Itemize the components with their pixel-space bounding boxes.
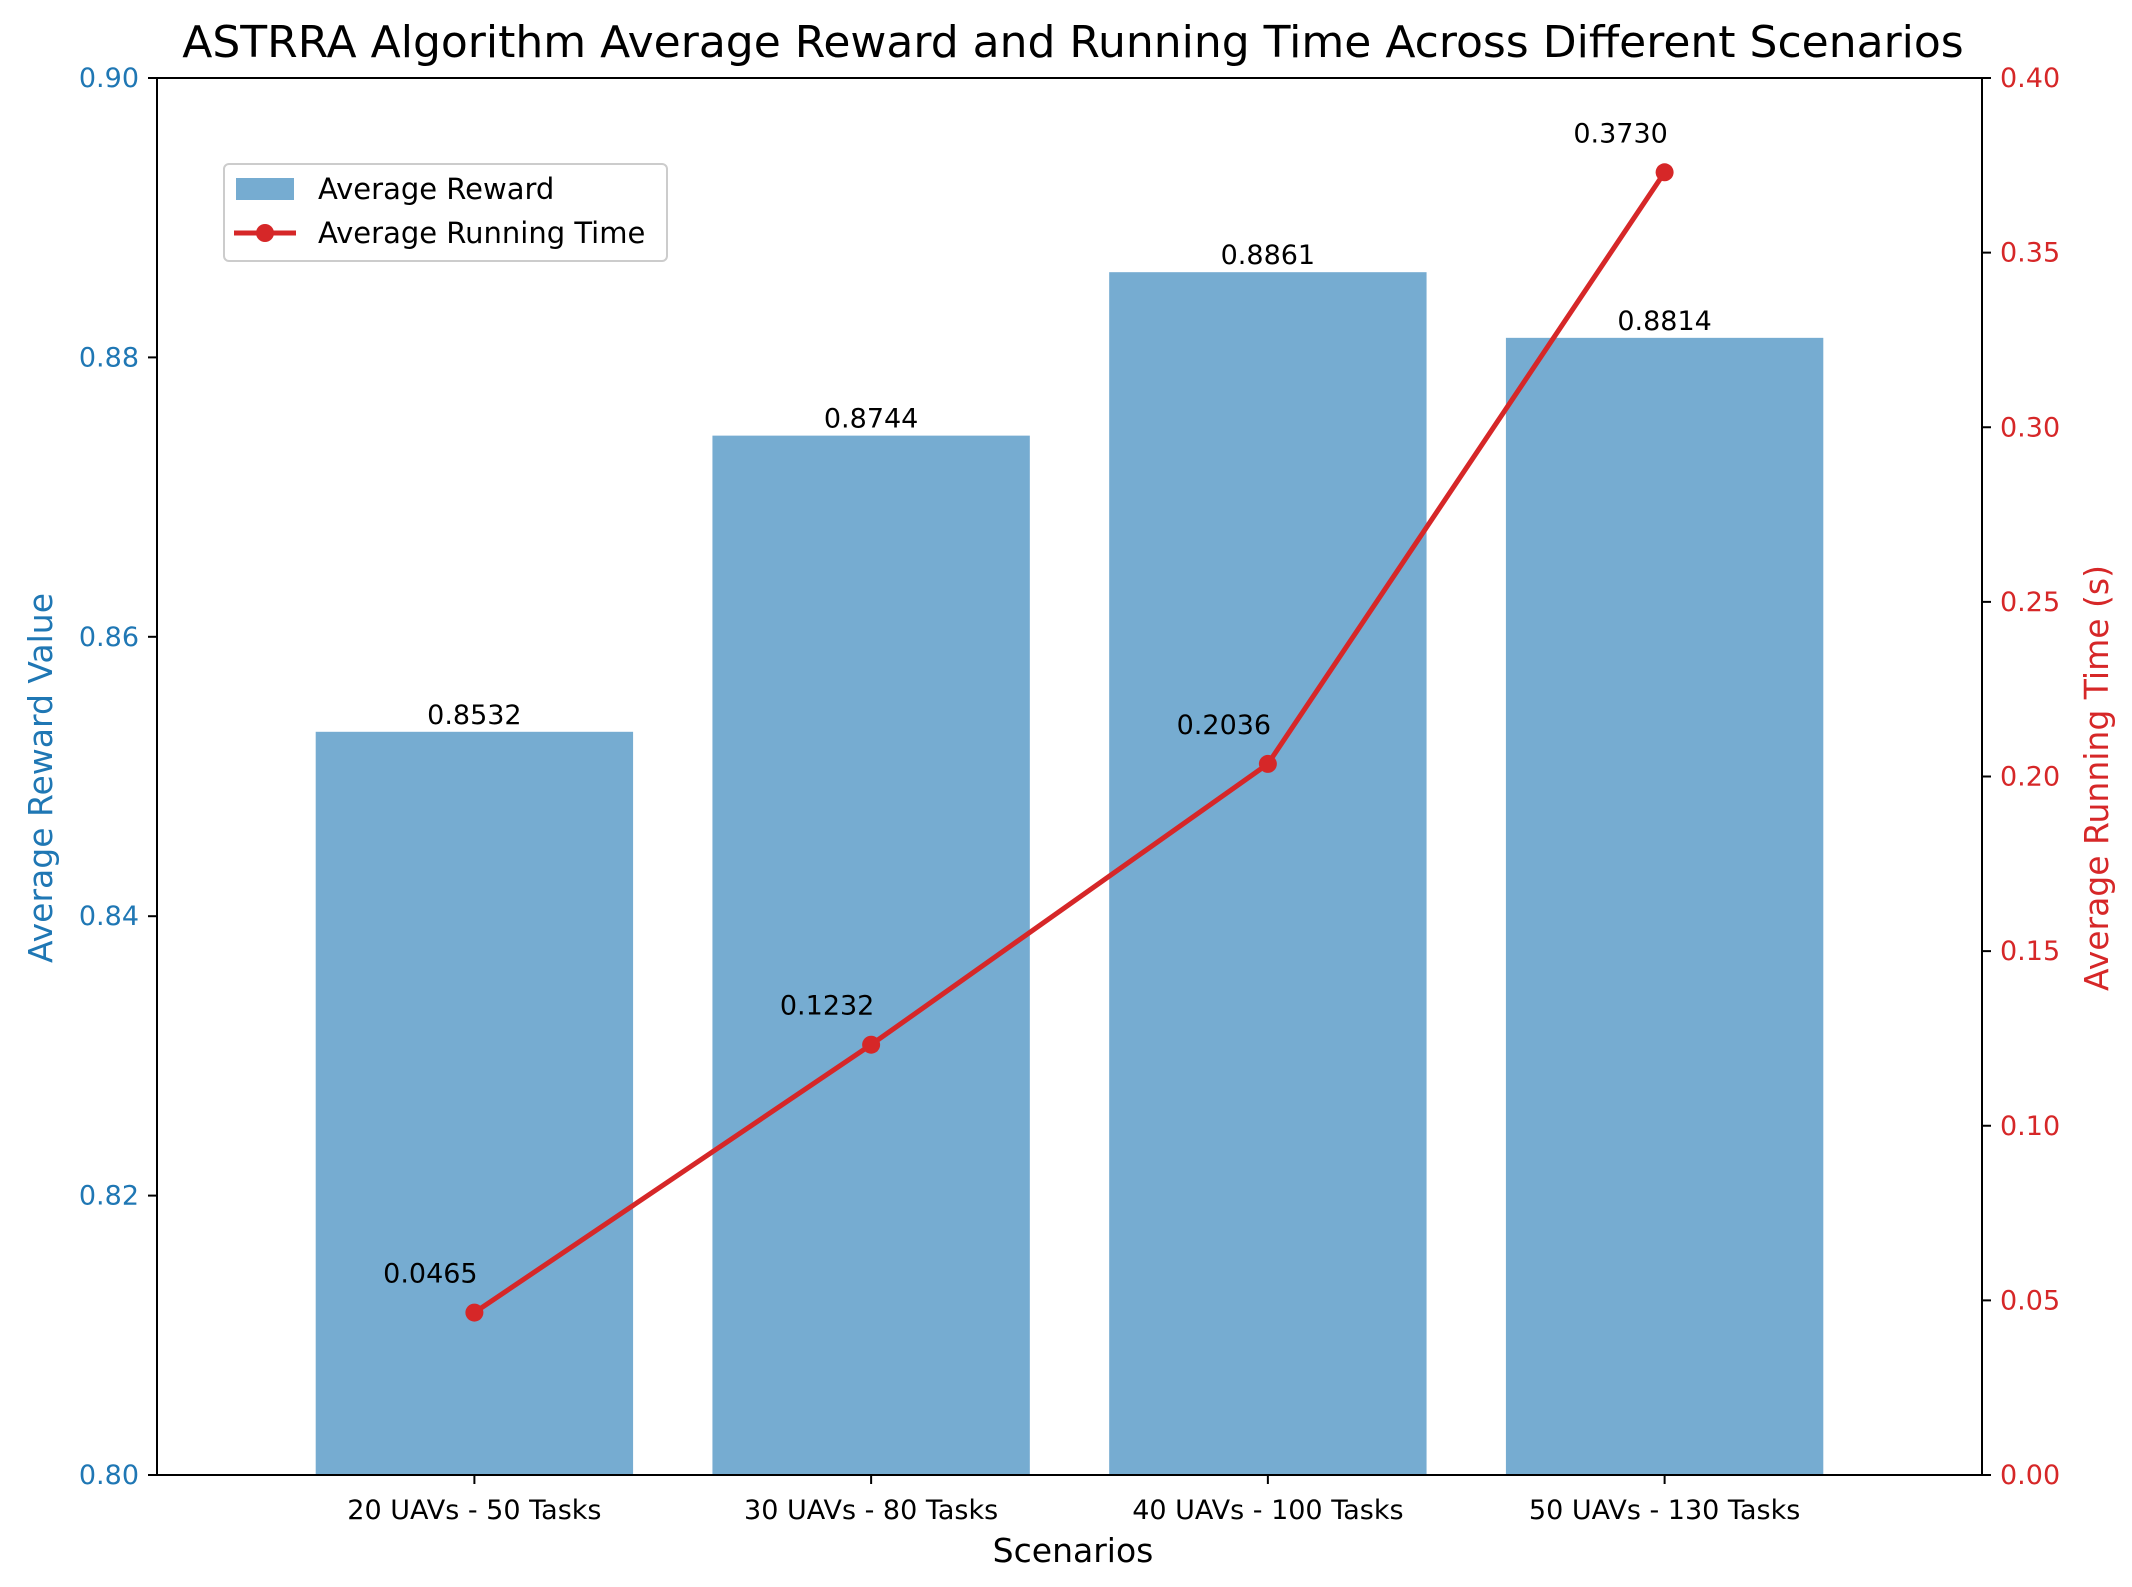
- legend-marker-average-running-time: [256, 224, 274, 242]
- legend-label-average-running-time: Average Running Time: [318, 216, 645, 250]
- bar-value-label-1: 0.8532: [427, 700, 521, 731]
- running-time-label-1: 0.0465: [383, 1259, 477, 1290]
- right-tick-label: 0.30: [2000, 412, 2060, 443]
- running-time-point-2: [862, 1035, 881, 1054]
- legend-frame: [223, 163, 668, 262]
- right-tick-label: 0.20: [2000, 762, 2060, 793]
- bar-value-labels: 0.8532 0.8744 0.8861 0.8814: [427, 240, 1712, 731]
- x-axis-ticks: 20 UAVs - 50 Tasks 30 UAVs - 80 Tasks 40 U…: [347, 1475, 1800, 1526]
- legend: Average Reward Average Running Time: [223, 163, 668, 262]
- right-tick-label: 0.15: [2000, 936, 2060, 967]
- right-axis-ticks: 0.00 0.05 0.10 0.15 0.20 0.25 0.30 0.35 0.40: [1982, 63, 2060, 1491]
- right-tick-label: 0.00: [2000, 1460, 2060, 1491]
- x-tick-label: 20 UAVs - 50 Tasks: [347, 1495, 601, 1526]
- left-tick-label: 0.86: [79, 622, 139, 653]
- x-tick-label: 40 UAVs - 100 Tasks: [1132, 1495, 1403, 1526]
- right-axis-label: Average Running Time (s): [2077, 565, 2116, 991]
- bar-series: [315, 272, 1824, 1476]
- bar-value-label-3: 0.8861: [1221, 240, 1315, 271]
- right-tick-label: 0.25: [2000, 587, 2060, 618]
- left-axis-ticks: 0.80 0.82 0.84 0.86 0.88 0.90: [79, 63, 157, 1491]
- right-tick-label: 0.35: [2000, 238, 2060, 269]
- chart-title: ASTRRA Algorithm Average Reward and Runn…: [182, 17, 1963, 68]
- x-tick-label: 30 UAVs - 80 Tasks: [744, 1495, 998, 1526]
- bar-2: [712, 435, 1030, 1476]
- left-tick-label: 0.88: [79, 342, 139, 373]
- right-tick-label: 0.05: [2000, 1285, 2060, 1316]
- line-series: [465, 163, 1674, 1322]
- legend-swatch-average-reward: [236, 178, 294, 200]
- right-tick-label: 0.10: [2000, 1111, 2060, 1142]
- x-tick-label: 50 UAVs - 130 Tasks: [1529, 1495, 1800, 1526]
- left-tick-label: 0.84: [79, 901, 139, 932]
- left-tick-label: 0.80: [79, 1460, 139, 1491]
- legend-label-average-reward: Average Reward: [318, 172, 554, 206]
- bar-value-label-4: 0.8814: [1617, 306, 1711, 337]
- running-time-point-4: [1655, 163, 1674, 182]
- x-axis-label: Scenarios: [993, 1531, 1154, 1570]
- left-axis-label: Average Reward Value: [21, 593, 60, 963]
- running-time-label-4: 0.3730: [1573, 118, 1667, 149]
- running-time-point-1: [465, 1303, 484, 1322]
- bar-value-label-2: 0.8744: [824, 404, 918, 435]
- running-time-line: [472, 170, 1667, 1315]
- bar-4: [1505, 337, 1824, 1475]
- left-tick-label: 0.90: [79, 63, 139, 94]
- right-tick-label: 0.40: [2000, 63, 2060, 94]
- left-tick-label: 0.82: [79, 1181, 139, 1212]
- bar-1: [315, 731, 634, 1475]
- running-time-label-2: 0.1232: [780, 991, 874, 1022]
- bar-3: [1109, 272, 1427, 1476]
- running-time-point-3: [1258, 754, 1277, 773]
- line-value-labels: 0.0465 0.1232 0.2036 0.3730: [383, 118, 1668, 1289]
- running-time-label-3: 0.2036: [1177, 710, 1271, 741]
